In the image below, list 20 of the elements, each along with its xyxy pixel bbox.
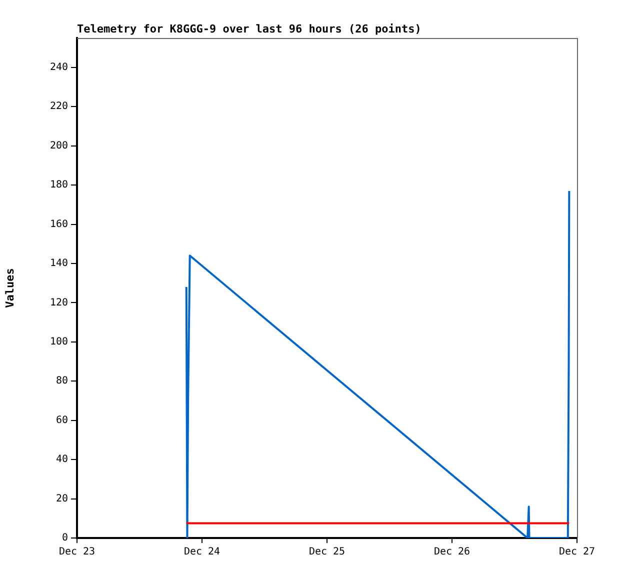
y-tick-label: 240 [50, 62, 68, 74]
y-tick-label: 40 [56, 454, 68, 466]
y-tick-label: 160 [50, 218, 68, 230]
y-tick-label: 80 [56, 376, 68, 387]
chart-title: Telemetry for K8GGG-9 over last 96 hours (26 points) [77, 22, 422, 36]
y-axis-title: Values [3, 268, 16, 308]
y-tick-label: 220 [50, 101, 68, 112]
x-tick-label: Dec 27 [558, 546, 596, 558]
x-tick-label: Dec 25 [308, 546, 346, 558]
y-tick-label: 60 [56, 414, 68, 426]
y-tick-label: 0 [62, 532, 68, 544]
y-tick-label: 120 [50, 297, 68, 308]
y-tick-label: 180 [50, 180, 68, 191]
x-tick-label: Dec 24 [184, 546, 220, 558]
x-tick-label: Dec 26 [434, 546, 470, 558]
y-tick-label: 100 [50, 336, 68, 348]
x-tick-label: Dec 23 [58, 546, 96, 558]
y-tick-label: 200 [50, 140, 68, 152]
y-tick-label: 140 [50, 258, 68, 270]
y-tick-label: 20 [56, 493, 68, 504]
